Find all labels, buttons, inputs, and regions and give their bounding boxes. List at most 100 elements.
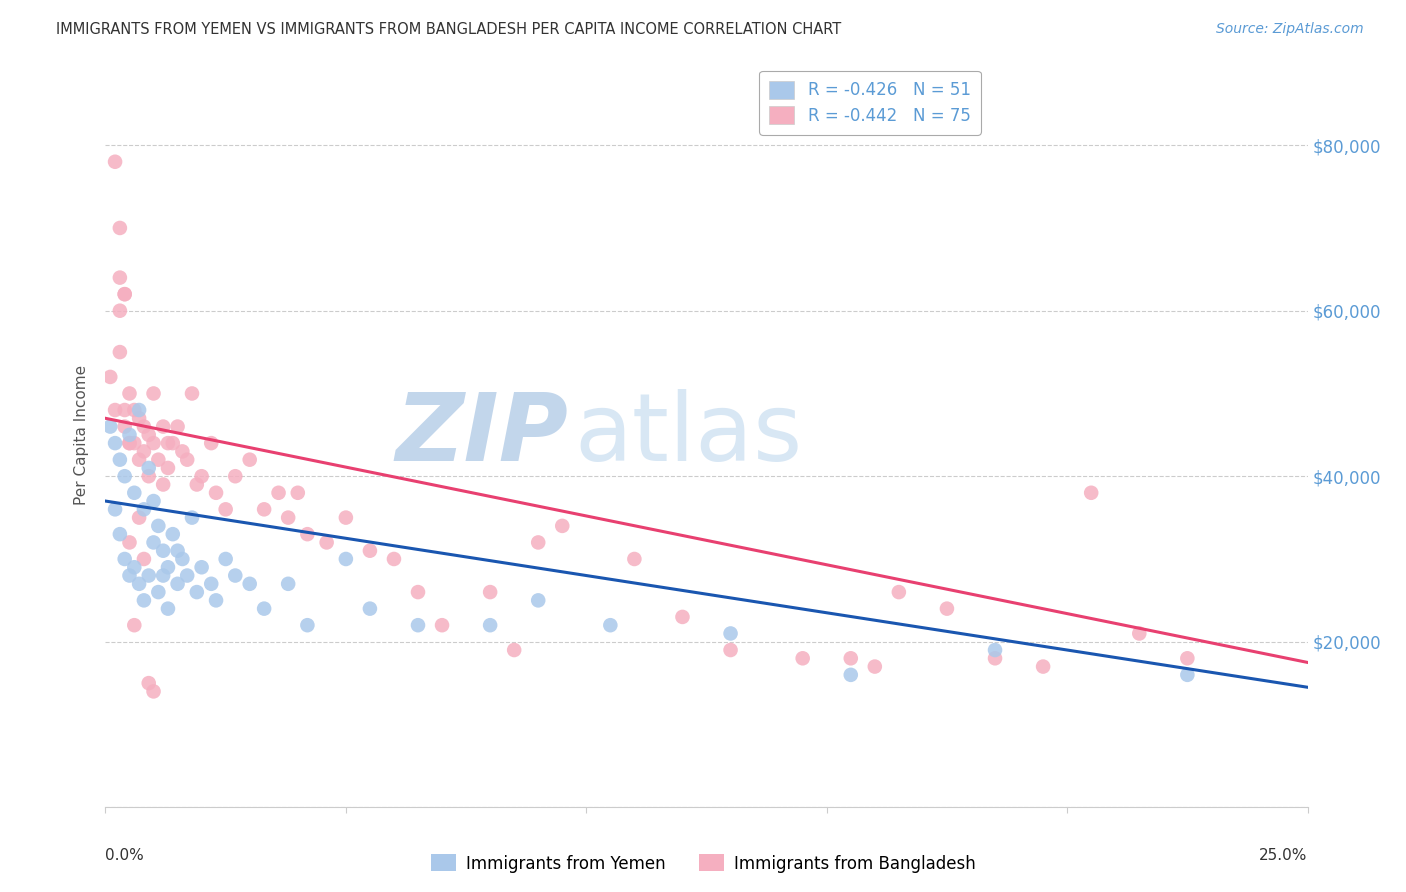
Point <box>720 626 742 640</box>
Point <box>186 585 208 599</box>
Point <box>214 552 236 566</box>
Point <box>138 568 160 582</box>
Point <box>156 601 179 615</box>
Point <box>172 444 194 458</box>
Point <box>128 510 150 524</box>
Point <box>166 543 188 558</box>
Point <box>297 527 319 541</box>
Point <box>118 436 141 450</box>
Point <box>297 618 319 632</box>
Point <box>138 469 160 483</box>
Point <box>253 502 276 516</box>
Point <box>623 552 645 566</box>
Y-axis label: Per Capita Income: Per Capita Income <box>75 365 90 505</box>
Text: 0.0%: 0.0% <box>105 848 145 863</box>
Point <box>186 477 208 491</box>
Point <box>152 477 174 491</box>
Point <box>359 601 381 615</box>
Point <box>599 618 621 632</box>
Point <box>132 419 155 434</box>
Point <box>1175 668 1198 682</box>
Point <box>224 568 246 582</box>
Point <box>142 386 165 401</box>
Point <box>114 287 136 301</box>
Point <box>128 577 150 591</box>
Point <box>1032 659 1054 673</box>
Point <box>527 593 550 607</box>
Point <box>124 485 146 500</box>
Point <box>214 502 236 516</box>
Point <box>132 593 155 607</box>
Point <box>118 568 141 582</box>
Point <box>162 436 184 450</box>
Text: Source: ZipAtlas.com: Source: ZipAtlas.com <box>1216 22 1364 37</box>
Point <box>863 659 886 673</box>
Point <box>108 527 131 541</box>
Point <box>527 535 550 549</box>
Point <box>792 651 814 665</box>
Point <box>551 519 574 533</box>
Point <box>156 560 179 574</box>
Point <box>118 427 141 442</box>
Point <box>114 552 136 566</box>
Point <box>1080 485 1102 500</box>
Point <box>1175 651 1198 665</box>
Point <box>148 519 170 533</box>
Point <box>138 676 160 690</box>
Point <box>479 585 502 599</box>
Point <box>138 461 160 475</box>
Point <box>114 469 136 483</box>
Point <box>984 643 1007 657</box>
Point <box>114 403 136 417</box>
Point <box>315 535 337 549</box>
Point <box>148 452 170 467</box>
Point <box>152 568 174 582</box>
Point <box>124 436 146 450</box>
Point <box>152 419 174 434</box>
Point <box>166 419 188 434</box>
Point <box>181 386 204 401</box>
Point <box>479 618 502 632</box>
Point <box>406 618 429 632</box>
Point <box>98 370 121 384</box>
Point <box>205 593 228 607</box>
Point <box>124 403 146 417</box>
Point <box>114 419 136 434</box>
Point <box>128 411 150 425</box>
Point <box>128 452 150 467</box>
Point <box>124 560 146 574</box>
Point <box>104 502 127 516</box>
Point <box>98 419 121 434</box>
Point <box>277 577 299 591</box>
Point <box>132 552 155 566</box>
Text: 25.0%: 25.0% <box>1260 848 1308 863</box>
Point <box>267 485 290 500</box>
Point <box>148 585 170 599</box>
Point <box>253 601 276 615</box>
Point <box>224 469 246 483</box>
Point <box>138 427 160 442</box>
Point <box>108 303 131 318</box>
Point <box>176 452 198 467</box>
Point <box>118 535 141 549</box>
Point <box>114 287 136 301</box>
Point <box>335 552 357 566</box>
Point <box>118 386 141 401</box>
Point <box>335 510 357 524</box>
Point <box>156 436 179 450</box>
Point <box>720 643 742 657</box>
Point <box>142 535 165 549</box>
Point <box>104 436 127 450</box>
Point <box>124 618 146 632</box>
Point <box>142 436 165 450</box>
Point <box>172 552 194 566</box>
Point <box>108 452 131 467</box>
Point <box>382 552 405 566</box>
Point <box>287 485 309 500</box>
Point <box>142 494 165 508</box>
Point <box>162 527 184 541</box>
Point <box>156 461 179 475</box>
Point <box>406 585 429 599</box>
Point <box>166 577 188 591</box>
Point <box>839 668 862 682</box>
